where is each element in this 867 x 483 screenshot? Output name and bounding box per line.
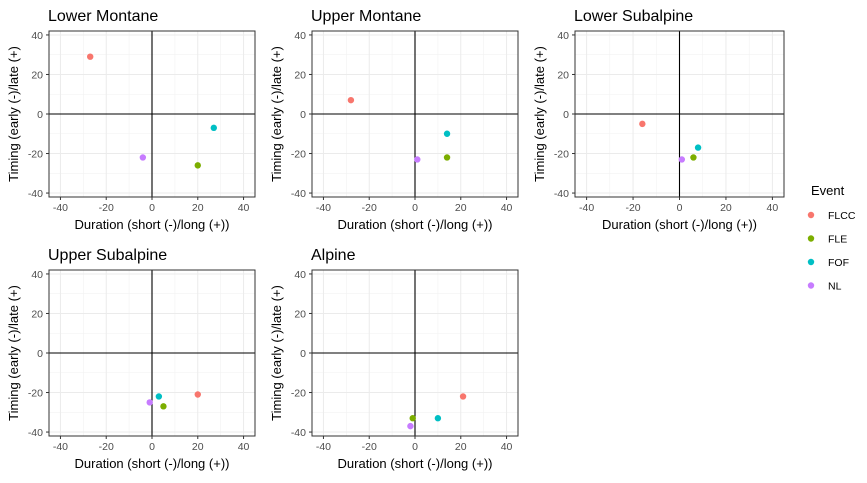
x-tick-label: 40 bbox=[501, 202, 513, 214]
y-tick-label: 0 bbox=[37, 109, 43, 121]
x-tick-label: -20 bbox=[362, 441, 377, 453]
x-tick-label: -40 bbox=[316, 441, 331, 453]
y-tick-label: -40 bbox=[291, 427, 306, 439]
x-tick-label: 0 bbox=[149, 202, 155, 214]
point-fof bbox=[155, 393, 163, 400]
x-tick-label: 40 bbox=[501, 441, 513, 453]
y-axis-label: Timing (early (-)/late (+) bbox=[269, 285, 284, 421]
point-fof bbox=[210, 124, 217, 132]
legend-key-flcc bbox=[807, 211, 815, 219]
point-nl bbox=[414, 156, 421, 163]
x-tick-label: 40 bbox=[767, 202, 779, 214]
point-flcc bbox=[639, 120, 646, 128]
y-tick-label: 40 bbox=[31, 30, 43, 42]
x-tick-label: 0 bbox=[149, 441, 155, 453]
x-tick-label: 20 bbox=[720, 202, 732, 214]
x-tick-label: 0 bbox=[412, 202, 418, 214]
facet-title-upper-subalpine: Upper Subalpine bbox=[48, 247, 167, 264]
x-tick-label: 40 bbox=[238, 441, 250, 453]
legend-label-fle: FLE bbox=[828, 234, 847, 246]
x-tick-label: -40 bbox=[53, 441, 68, 453]
x-axis-label: Duration (short (-)/long (+)) bbox=[338, 456, 493, 471]
y-tick-label: 20 bbox=[557, 69, 569, 81]
point-flcc bbox=[347, 96, 355, 104]
point-fle bbox=[194, 162, 201, 169]
y-axis-label: Timing (early (-)/late (+) bbox=[532, 46, 547, 182]
point-nl bbox=[146, 399, 153, 406]
point-flcc bbox=[459, 393, 467, 400]
x-tick-label: 0 bbox=[412, 441, 418, 453]
y-tick-label: -40 bbox=[554, 188, 569, 200]
point-nl bbox=[139, 154, 147, 161]
y-tick-label: 20 bbox=[294, 308, 306, 320]
x-tick-label: -20 bbox=[362, 202, 377, 214]
y-tick-label: -20 bbox=[28, 148, 43, 160]
y-tick-label: 40 bbox=[557, 30, 569, 42]
legend-label-fof: FOF bbox=[828, 257, 849, 269]
point-fof bbox=[434, 415, 442, 422]
x-tick-label: 20 bbox=[192, 441, 204, 453]
y-tick-label: 0 bbox=[37, 348, 43, 360]
legend-label-flcc: FLCC bbox=[828, 210, 856, 222]
y-tick-label: 0 bbox=[563, 109, 569, 121]
y-tick-label: 20 bbox=[294, 69, 306, 81]
facet-title-upper-montane: Upper Montane bbox=[311, 8, 421, 25]
point-nl bbox=[407, 422, 414, 430]
point-fle bbox=[160, 403, 167, 410]
point-fof bbox=[443, 130, 451, 137]
x-tick-label: -40 bbox=[53, 202, 68, 214]
x-tick-label: 40 bbox=[238, 202, 250, 214]
point-fle bbox=[690, 154, 697, 161]
point-nl bbox=[678, 156, 686, 163]
x-axis-label: Duration (short (-)/long (+)) bbox=[75, 217, 230, 232]
point-fle bbox=[443, 154, 451, 161]
y-tick-label: -20 bbox=[291, 387, 306, 399]
y-axis-label: Timing (early (-)/late (+) bbox=[6, 285, 21, 421]
x-tick-label: -40 bbox=[316, 202, 331, 214]
x-tick-label: 20 bbox=[455, 441, 467, 453]
y-tick-label: -20 bbox=[554, 148, 569, 160]
x-tick-label: -20 bbox=[99, 441, 114, 453]
y-tick-label: -40 bbox=[291, 188, 306, 200]
point-fle bbox=[409, 415, 416, 422]
y-tick-label: 20 bbox=[31, 69, 43, 81]
y-axis-label: Timing (early (-)/late (+) bbox=[269, 46, 284, 182]
legend-key-fof bbox=[807, 258, 815, 266]
x-tick-label: -20 bbox=[99, 202, 114, 214]
point-flcc bbox=[87, 53, 94, 60]
y-tick-label: 40 bbox=[294, 30, 306, 42]
x-axis-label: Duration (short (-)/long (+)) bbox=[602, 217, 757, 232]
facet-title-alpine: Alpine bbox=[311, 247, 356, 264]
facet-title-lower-montane: Lower Montane bbox=[48, 8, 158, 25]
y-axis-label: Timing (early (-)/late (+) bbox=[6, 46, 21, 182]
y-tick-label: 0 bbox=[300, 109, 306, 121]
point-fof bbox=[694, 144, 702, 151]
y-tick-label: -20 bbox=[291, 148, 306, 160]
y-tick-label: 20 bbox=[31, 308, 43, 320]
x-axis-label: Duration (short (-)/long (+)) bbox=[338, 217, 493, 232]
legend-key-nl bbox=[807, 282, 815, 289]
facet-title-lower-subalpine: Lower Subalpine bbox=[574, 8, 693, 25]
x-tick-label: 0 bbox=[677, 202, 683, 214]
y-tick-label: -40 bbox=[28, 427, 43, 439]
x-tick-label: -40 bbox=[579, 202, 594, 214]
legend-key-fle bbox=[807, 235, 815, 242]
y-tick-label: 40 bbox=[31, 269, 43, 281]
legend-label-nl: NL bbox=[828, 281, 842, 293]
x-tick-label: -20 bbox=[625, 202, 640, 214]
y-tick-label: 40 bbox=[294, 269, 306, 281]
x-tick-label: 20 bbox=[192, 202, 204, 214]
x-tick-label: 20 bbox=[455, 202, 467, 214]
y-tick-label: -20 bbox=[28, 387, 43, 399]
y-tick-label: -40 bbox=[28, 188, 43, 200]
y-tick-label: 0 bbox=[300, 348, 306, 360]
x-axis-label: Duration (short (-)/long (+)) bbox=[75, 456, 230, 471]
point-flcc bbox=[194, 391, 201, 398]
legend-title: Event bbox=[811, 183, 845, 198]
